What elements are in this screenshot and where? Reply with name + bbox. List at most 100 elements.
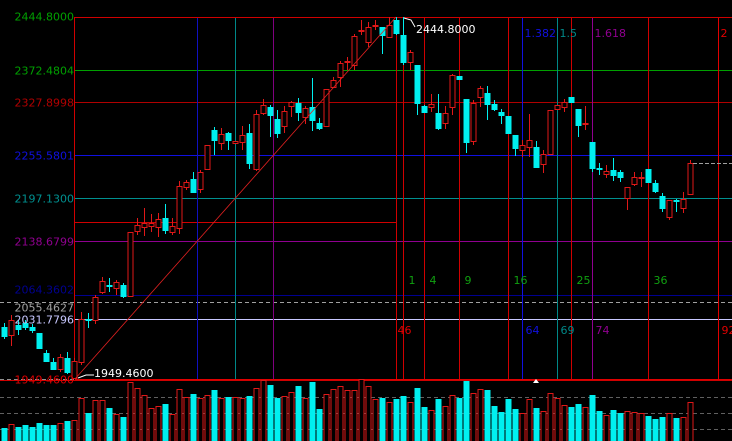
volume-bar [624, 411, 631, 441]
candle [295, 98, 302, 121]
candle-body [239, 135, 246, 143]
candle-body [106, 285, 113, 287]
volume-bar [666, 413, 673, 441]
candle-body [687, 163, 694, 195]
candle [78, 312, 85, 365]
candle-body [176, 186, 183, 229]
candle-body [463, 99, 470, 143]
volume-bar [148, 408, 155, 441]
candle [36, 333, 43, 349]
volume-bar [407, 402, 414, 441]
candle [141, 208, 148, 236]
candle [498, 109, 505, 124]
volume-bar [589, 395, 596, 441]
volume-bar [330, 389, 337, 441]
candle-body [673, 200, 680, 202]
candle [85, 313, 92, 328]
candle-body [414, 65, 421, 104]
volume-bar [71, 420, 78, 441]
candle-body [78, 319, 85, 363]
candle-body [260, 105, 267, 114]
candle-body [659, 196, 666, 209]
candle [309, 78, 316, 131]
low-connector [77, 374, 94, 379]
volume-bar [610, 410, 617, 441]
volume-bar [456, 398, 463, 441]
candle [29, 324, 36, 333]
volume-bar [183, 397, 190, 441]
volume-bar [673, 418, 680, 441]
candle-body [407, 52, 414, 63]
candle [92, 295, 99, 324]
candle [274, 110, 281, 138]
candle-body [393, 20, 400, 34]
candle [134, 218, 141, 235]
candle [169, 218, 176, 235]
candle [505, 116, 512, 134]
volume-bar [197, 398, 204, 441]
volume-bar [85, 413, 92, 441]
volume-bar [29, 427, 36, 441]
candle-body [218, 134, 225, 144]
candle-body [631, 177, 638, 185]
candle-body [155, 219, 162, 228]
fib-time-zone-label: 1 [409, 274, 416, 287]
volume-bar [435, 399, 442, 441]
candle [386, 17, 393, 38]
candle-body [344, 61, 351, 63]
candle-body [666, 200, 673, 218]
base-count-label: 46 [398, 324, 412, 337]
volume-bar [491, 406, 498, 441]
volume-bar [50, 425, 57, 441]
volume-bar [169, 414, 176, 441]
volume-bar [141, 395, 148, 441]
candles [1, 17, 694, 379]
candle [183, 180, 190, 190]
candle [225, 132, 232, 150]
volume-bar [99, 400, 106, 441]
candle [617, 170, 624, 182]
volume-bar [484, 390, 491, 441]
candle-body [295, 103, 302, 113]
candle [463, 99, 470, 153]
candle-body [547, 110, 554, 155]
volume-bar [246, 396, 253, 441]
volume-bar [512, 409, 519, 441]
candle-body [645, 169, 652, 183]
fib-time-count-label: 64 [526, 324, 540, 337]
volume-bar [379, 398, 386, 441]
candle [477, 86, 484, 107]
volume-bar [526, 399, 533, 441]
candle-body [127, 232, 134, 297]
candle [57, 354, 64, 372]
candle-body [386, 25, 393, 38]
candle [337, 61, 344, 87]
volume-bar [540, 411, 547, 441]
candle [638, 172, 645, 187]
candle-body [603, 171, 610, 175]
volume-bar [372, 399, 379, 441]
candle-body [365, 27, 372, 43]
volume-bar [106, 408, 113, 441]
candle [8, 315, 15, 346]
candle [428, 94, 435, 112]
candle [666, 200, 673, 220]
candle-body [162, 218, 169, 231]
candle-body [358, 30, 365, 32]
candle [435, 94, 442, 130]
candle-body [379, 27, 386, 36]
volume-bar [15, 427, 22, 441]
candle [519, 140, 526, 157]
candle-body [120, 285, 127, 297]
candle-body [113, 282, 120, 289]
volume-bar [561, 405, 568, 441]
volume-bar [162, 404, 169, 441]
fib-time-count-label: 74 [596, 324, 610, 337]
candle [421, 105, 428, 113]
volume-bar [470, 393, 477, 441]
candle-body [253, 114, 260, 170]
candle-body [29, 327, 36, 331]
candle [197, 170, 204, 193]
candle [372, 20, 379, 30]
